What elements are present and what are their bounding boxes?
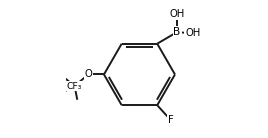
Text: F: F <box>168 115 174 125</box>
Text: CF₃: CF₃ <box>67 82 82 91</box>
Text: OH: OH <box>169 9 185 19</box>
Text: O: O <box>84 69 92 79</box>
Text: OH: OH <box>185 28 200 39</box>
Text: B: B <box>173 27 181 37</box>
